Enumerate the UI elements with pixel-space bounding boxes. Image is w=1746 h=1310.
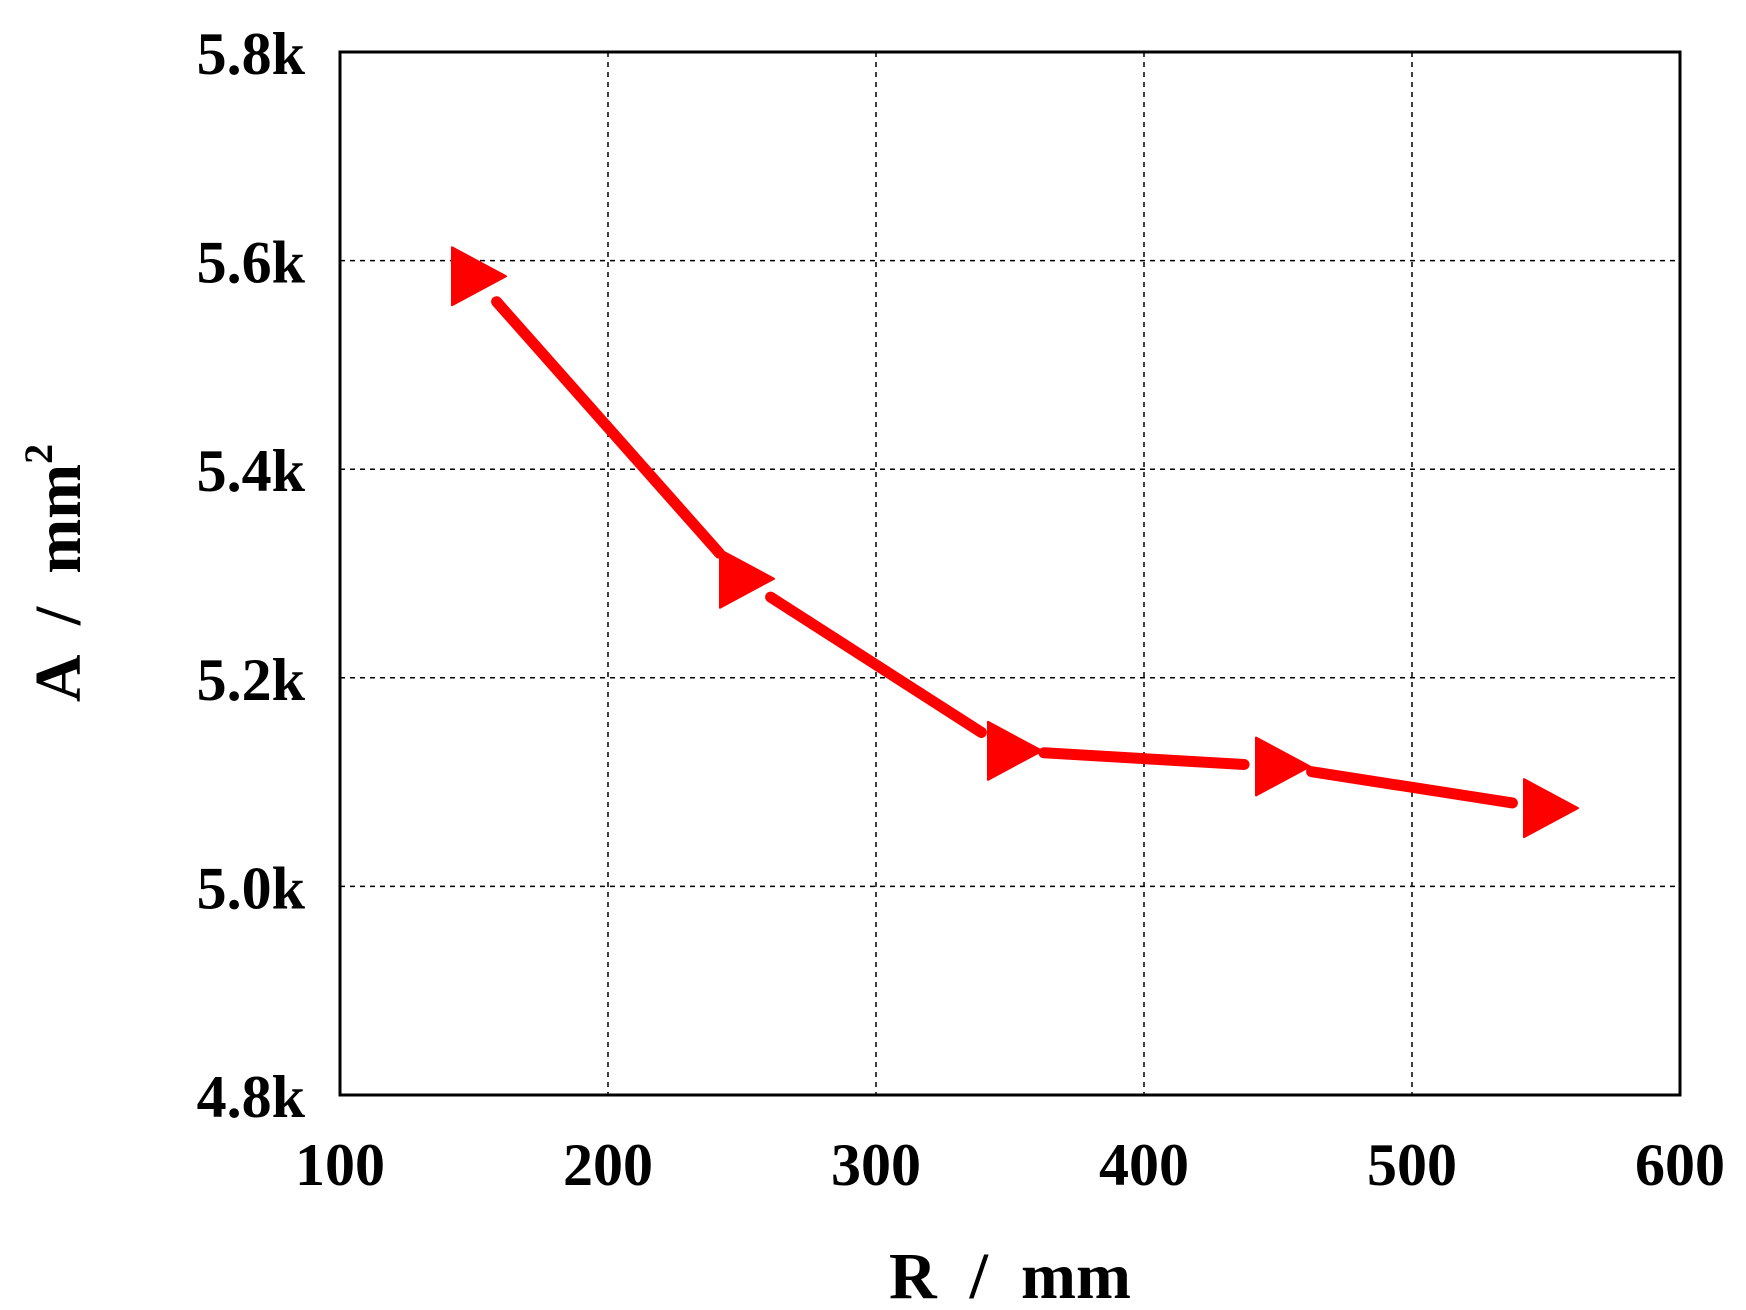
data-point-marker [987,720,1043,781]
x-tick-label: 300 [831,1132,921,1198]
data-point-marker [1523,778,1579,839]
y-tick-labels: 4.8k 5.0k 5.2k 5.4k 5.6k 5.8k [197,21,306,1130]
data-point-marker [1255,736,1311,797]
x-tick-label: 200 [563,1132,653,1198]
series-line-segment [1306,766,1518,809]
grid-lines [340,52,1680,1095]
x-tick-label: 600 [1635,1132,1725,1198]
y-tick-label: 5.4k [197,438,306,504]
y-axis-label: A / mm2 [16,444,95,702]
data-point-marker [451,246,507,307]
y-tick-label: 5.6k [197,230,306,296]
y-tick-label: 5.2k [197,647,306,713]
x-tick-label: 100 [295,1132,385,1198]
y-axis-label-main: A / mm [22,464,95,702]
data-point-marker [719,548,775,609]
plot-frame [338,50,1682,1097]
series [451,246,1579,839]
x-tick-labels: 100 200 300 400 500 600 [295,1132,1725,1198]
y-tick-label: 4.8k [197,1064,306,1130]
series-line-segment [491,296,725,559]
y-axis-label-superscript: 2 [16,444,61,464]
x-tick-label: 400 [1099,1132,1189,1198]
series-layer [451,246,1579,839]
y-tick-label: 5.0k [197,855,306,921]
series-line-segment [1038,747,1250,770]
series-line-segment [765,591,987,738]
x-axis-label: R / mm [889,1240,1131,1310]
y-tick-label: 5.8k [197,21,306,87]
x-tick-label: 500 [1367,1132,1457,1198]
